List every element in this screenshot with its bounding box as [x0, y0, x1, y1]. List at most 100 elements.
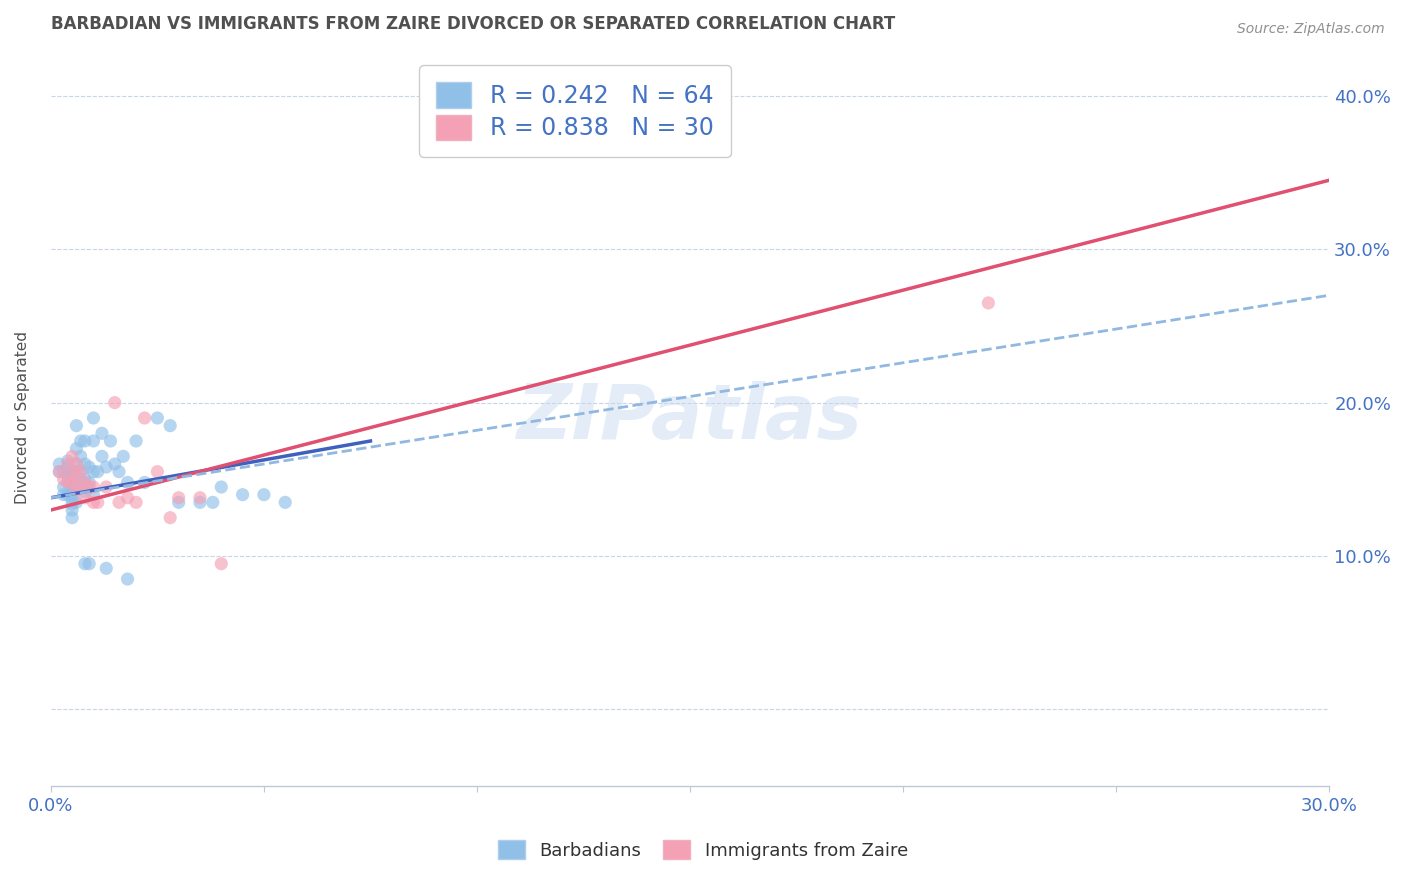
Point — [188, 491, 211, 505]
Point — [65, 442, 87, 456]
Point — [48, 465, 70, 479]
Point — [69, 434, 91, 448]
Point — [48, 457, 70, 471]
Point — [69, 480, 91, 494]
Point — [91, 450, 114, 464]
Point — [77, 557, 100, 571]
Point — [96, 561, 118, 575]
Legend: Barbadians, Immigrants from Zaire: Barbadians, Immigrants from Zaire — [491, 833, 915, 867]
Point — [69, 465, 91, 479]
Point — [73, 457, 96, 471]
Point — [159, 418, 181, 433]
Point — [86, 495, 108, 509]
Point — [56, 460, 79, 475]
Point — [274, 495, 297, 509]
Point — [60, 483, 83, 497]
Point — [82, 434, 104, 448]
Point — [112, 450, 135, 464]
Point — [65, 483, 87, 497]
Point — [117, 572, 139, 586]
Point — [56, 475, 79, 490]
Point — [159, 510, 181, 524]
Point — [60, 503, 83, 517]
Point — [134, 475, 156, 490]
Point — [52, 480, 75, 494]
Point — [188, 495, 211, 509]
Point — [108, 495, 131, 509]
Point — [60, 492, 83, 507]
Point — [167, 491, 190, 505]
Point — [52, 488, 75, 502]
Point — [117, 475, 139, 490]
Point — [253, 488, 276, 502]
Point — [60, 475, 83, 490]
Point — [60, 497, 83, 511]
Point — [56, 457, 79, 471]
Text: Source: ZipAtlas.com: Source: ZipAtlas.com — [1237, 22, 1385, 37]
Text: ZIPatlas: ZIPatlas — [517, 381, 863, 455]
Point — [65, 465, 87, 479]
Point — [60, 450, 83, 464]
Point — [146, 465, 169, 479]
Point — [60, 488, 83, 502]
Point — [65, 457, 87, 471]
Point — [96, 480, 118, 494]
Point — [232, 488, 254, 502]
Point — [73, 475, 96, 490]
Point — [86, 465, 108, 479]
Legend: R = 0.242   N = 64, R = 0.838   N = 30: R = 0.242 N = 64, R = 0.838 N = 30 — [419, 65, 731, 157]
Point — [65, 469, 87, 483]
Point — [77, 480, 100, 494]
Point — [65, 495, 87, 509]
Point — [82, 465, 104, 479]
Point — [104, 457, 127, 471]
Point — [82, 488, 104, 502]
Point — [56, 454, 79, 468]
Point — [65, 480, 87, 494]
Point — [91, 426, 114, 441]
Point — [65, 457, 87, 471]
Point — [125, 434, 148, 448]
Point — [60, 472, 83, 486]
Point — [146, 411, 169, 425]
Point — [69, 475, 91, 490]
Point — [60, 465, 83, 479]
Point — [60, 465, 83, 479]
Point — [82, 495, 104, 509]
Point — [73, 557, 96, 571]
Point — [209, 557, 232, 571]
Point — [69, 450, 91, 464]
Y-axis label: Divorced or Separated: Divorced or Separated — [15, 332, 30, 505]
Point — [134, 411, 156, 425]
Text: BARBADIAN VS IMMIGRANTS FROM ZAIRE DIVORCED OR SEPARATED CORRELATION CHART: BARBADIAN VS IMMIGRANTS FROM ZAIRE DIVOR… — [51, 15, 896, 33]
Point — [56, 469, 79, 483]
Point — [48, 465, 70, 479]
Point — [77, 460, 100, 475]
Point — [104, 395, 127, 409]
Point — [52, 472, 75, 486]
Point — [96, 460, 118, 475]
Point — [117, 491, 139, 505]
Point — [60, 465, 83, 479]
Point — [52, 465, 75, 479]
Point — [56, 488, 79, 502]
Point — [73, 434, 96, 448]
Point — [60, 510, 83, 524]
Point — [100, 434, 122, 448]
Point — [60, 477, 83, 491]
Point — [69, 465, 91, 479]
Point — [77, 475, 100, 490]
Point — [108, 465, 131, 479]
Point — [65, 418, 87, 433]
Point — [82, 480, 104, 494]
Point — [209, 480, 232, 494]
Point — [73, 472, 96, 486]
Point — [56, 475, 79, 490]
Point — [73, 484, 96, 499]
Point — [201, 495, 224, 509]
Point — [977, 296, 1000, 310]
Point — [167, 495, 190, 509]
Point — [125, 495, 148, 509]
Point — [82, 411, 104, 425]
Point — [73, 491, 96, 505]
